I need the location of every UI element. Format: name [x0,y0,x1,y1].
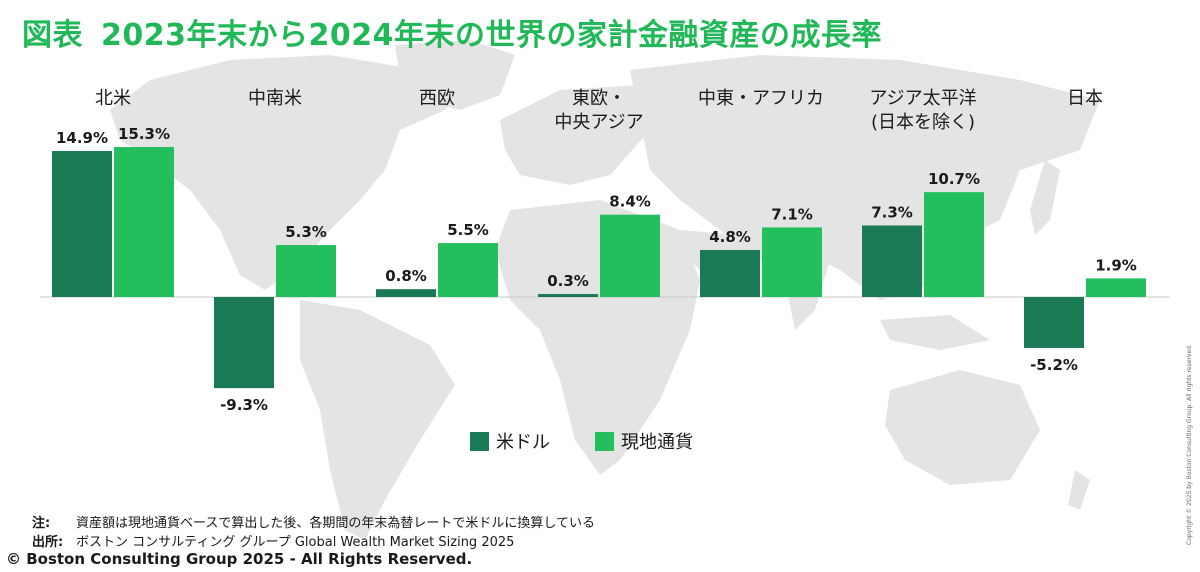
note-label: 注: [32,516,51,531]
category-label: 西欧 [419,88,455,109]
data-label: 7.3% [871,203,913,221]
vertical-copyright: Copyright © 2025 by Boston Consulting Gr… [1186,344,1193,545]
bar-local [1086,278,1146,297]
category-label: 北米 [95,88,131,109]
bar-usd [538,294,598,297]
page-title: 図表 2023年末から2024年末の世界の家計金融資産の成長率 [22,18,882,53]
bar-usd [700,249,760,297]
legend-label: 米ドル [496,432,550,453]
data-label: 0.8% [385,267,427,285]
data-label: 7.1% [771,205,813,223]
source-text: ボストン コンサルティング グループ Global Wealth Market … [76,535,515,550]
data-label: 14.9% [56,129,108,147]
bar-local [762,227,822,297]
data-label: -9.3% [220,396,268,414]
bar-usd [862,225,922,297]
note-line: 注: 資産額は現地通貨ベースで算出した後、各期間の年末為替レートで米ドルに換算して… [32,512,595,531]
legend-label: 現地通貨 [621,432,693,453]
copyright-footer: © Boston Consulting Group 2025 - All Rig… [6,550,473,568]
bar-usd [214,297,274,389]
bar-local [438,243,498,297]
category-label: 東欧・中央アジア [554,88,643,133]
bar-local [600,214,660,297]
data-label: -5.2% [1030,356,1078,374]
category-label: 中東・アフリカ [698,88,824,109]
data-label: 15.3% [118,125,170,143]
legend-swatch [595,432,614,451]
data-label: 1.9% [1095,256,1137,274]
bar-local [114,147,174,297]
bar-usd [376,289,436,297]
data-label: 4.8% [709,228,751,246]
source-line: 出所: ボストン コンサルティング グループ Global Wealth Mark… [32,531,514,550]
bar-local [924,192,984,297]
bar-usd [52,150,112,297]
data-label: 8.4% [609,193,651,211]
bar-local [276,245,336,297]
category-label: アジア太平洋(日本を除く) [869,88,976,133]
category-label: 中南米 [248,88,302,109]
note-text: 資産額は現地通貨ベースで算出した後、各期間の年末為替レートで米ドルに換算している [76,516,595,531]
legend-swatch [470,432,489,451]
data-label: 10.7% [928,170,980,188]
source-label: 出所: [32,535,64,550]
data-label: 0.3% [547,272,589,290]
bar-usd [1024,297,1084,348]
data-label: 5.5% [447,221,489,239]
category-label: 日本 [1067,88,1103,109]
data-label: 5.3% [285,223,327,241]
